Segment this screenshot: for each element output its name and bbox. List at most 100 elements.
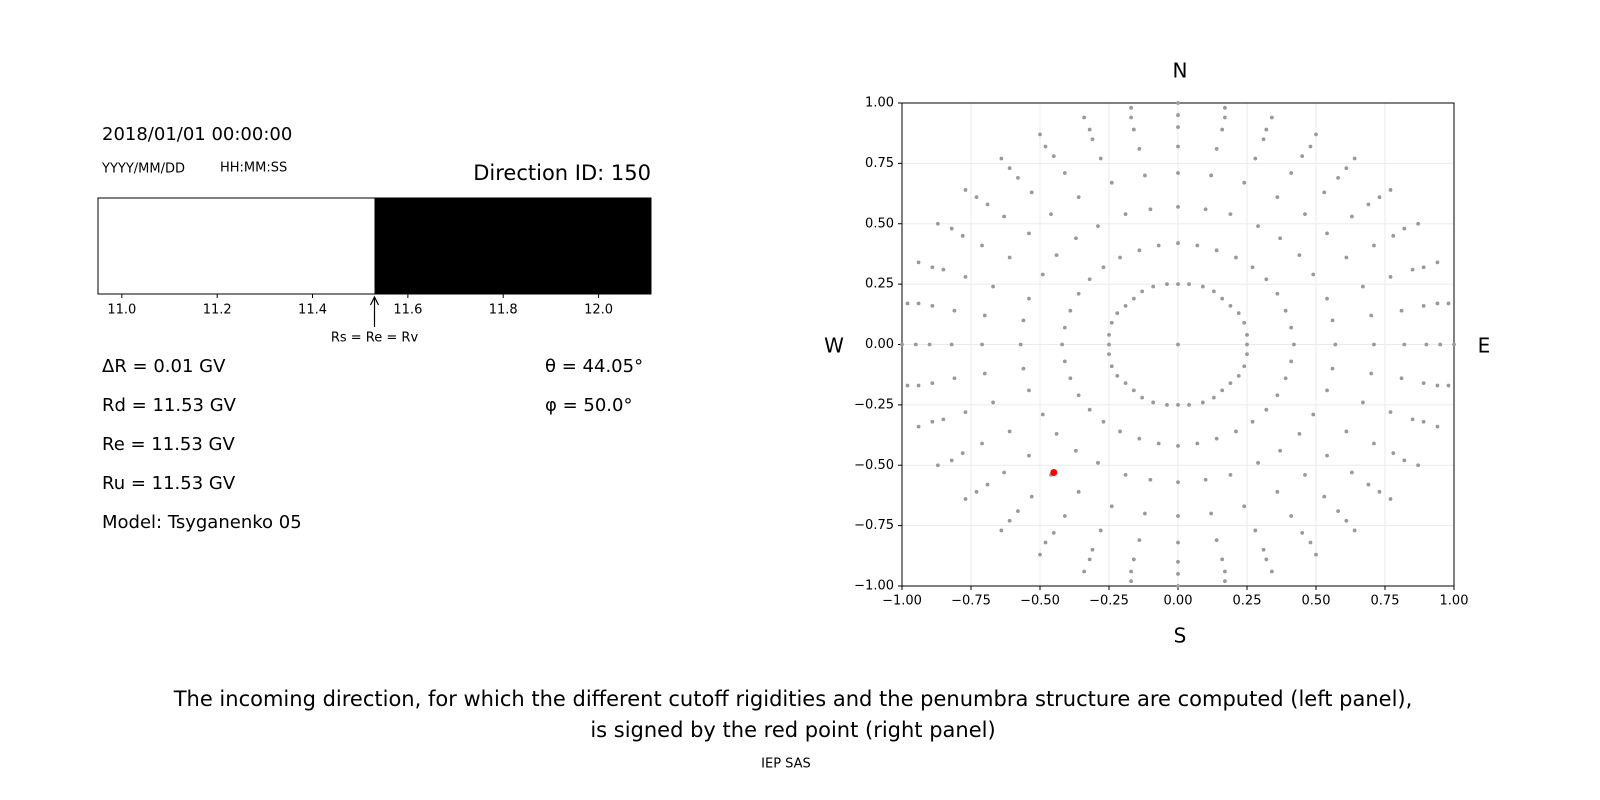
direction-point: [1402, 226, 1407, 231]
direction-point: [1416, 463, 1421, 468]
direction-point: [1344, 255, 1349, 260]
direction-point: [1410, 417, 1415, 422]
direction-point: [1236, 373, 1241, 378]
direction-point: [930, 303, 935, 308]
direction-point: [1314, 552, 1318, 557]
direction-point: [991, 400, 995, 405]
direction-point: [1038, 552, 1042, 557]
direction-point: [1087, 127, 1092, 132]
direction-point: [930, 419, 935, 424]
direction-point: [1151, 400, 1156, 405]
direction-point: [1250, 419, 1255, 424]
direction-point: [1027, 296, 1031, 301]
direction-point: [1214, 248, 1219, 253]
direction-point: [1283, 308, 1288, 313]
direction-point: [1195, 441, 1200, 446]
direction-point: [1107, 352, 1111, 357]
direction-point: [1176, 342, 1180, 347]
direction-point: [999, 528, 1004, 533]
direction-point: [1176, 402, 1180, 407]
compass-label: N: [1173, 59, 1188, 83]
direction-point: [1242, 320, 1247, 325]
x-tick-label: 11.2: [203, 303, 232, 318]
direction-point: [1366, 482, 1371, 487]
y-tick-label: −0.75: [854, 518, 894, 533]
footer: IEP SAS: [761, 757, 811, 772]
direction-point: [1435, 383, 1440, 388]
penumbra-segment: [98, 198, 375, 294]
direction-point: [1421, 381, 1426, 386]
x-tick-label: 12.0: [584, 303, 613, 318]
x-tick-label: 0.50: [1302, 594, 1331, 609]
direction-point: [1115, 311, 1120, 316]
direction-point: [1090, 547, 1095, 552]
direction-point: [952, 376, 957, 381]
direction-point: [1242, 364, 1247, 369]
x-tick-label: 0.75: [1371, 594, 1400, 609]
direction-point: [1250, 265, 1255, 270]
direction-point: [1148, 207, 1153, 212]
direction-point: [1043, 144, 1048, 149]
direction-point: [1435, 301, 1440, 306]
direction-point: [1107, 332, 1111, 337]
direction-point: [1129, 115, 1133, 120]
direction-point: [1137, 538, 1142, 543]
direction-point: [1289, 359, 1294, 364]
direction-point: [1073, 236, 1078, 241]
direction-point: [1040, 272, 1045, 277]
direction-point: [1142, 173, 1147, 178]
direction-point: [1311, 412, 1316, 417]
direction-point: [941, 417, 946, 422]
direction-point: [1068, 308, 1073, 313]
direction-point: [1269, 569, 1274, 574]
direction-point: [1278, 448, 1283, 453]
direction-point: [1297, 253, 1302, 258]
direction-point: [1366, 202, 1371, 207]
direction-point: [1361, 284, 1365, 289]
direction-point: [1372, 342, 1376, 347]
direction-point: [941, 267, 946, 272]
direction-point: [1275, 195, 1280, 200]
direction-point: [1402, 342, 1407, 347]
direction-point: [963, 410, 968, 415]
selected-direction: [1050, 468, 1058, 476]
direction-point: [1325, 231, 1329, 236]
direction-point: [1220, 127, 1225, 132]
direction-point: [1264, 557, 1269, 562]
direction-point: [1308, 144, 1313, 149]
direction-point: [1352, 528, 1357, 533]
direction-point: [1245, 352, 1249, 357]
direction-point: [1029, 190, 1034, 195]
direction-point: [1176, 584, 1180, 588]
direction-point: [1029, 494, 1034, 499]
direction-point: [1289, 325, 1294, 330]
direction-point: [1062, 325, 1067, 330]
direction-point: [1275, 393, 1280, 398]
direction-point: [1325, 388, 1329, 393]
direction-point: [1087, 277, 1092, 282]
direction-point: [1129, 579, 1133, 584]
direction-point: [1303, 473, 1307, 477]
parameter: Rd = 11.53 GV: [102, 395, 237, 416]
x-tick-label: 1.00: [1440, 594, 1469, 609]
direction-point: [1245, 342, 1249, 347]
direction-point: [1131, 127, 1136, 132]
direction-point: [1223, 569, 1227, 574]
direction-point: [949, 458, 954, 463]
bar-frame: [97, 197, 652, 295]
direction-point: [974, 195, 979, 200]
y-tick-label: 0.50: [865, 216, 894, 231]
direction-point: [1109, 364, 1114, 369]
direction-point: [1264, 127, 1269, 132]
x-tick-label: −0.25: [1089, 594, 1129, 609]
direction-point: [1234, 429, 1238, 434]
direction-point: [1040, 412, 1045, 417]
direction-point: [1377, 195, 1382, 200]
direction-point: [1325, 296, 1329, 301]
direction-point: [1349, 470, 1354, 475]
direction-point: [963, 188, 968, 192]
direction-point: [1087, 407, 1092, 412]
direction-point: [1051, 530, 1056, 535]
direction-point: [985, 202, 990, 207]
direction-point: [1082, 115, 1087, 120]
